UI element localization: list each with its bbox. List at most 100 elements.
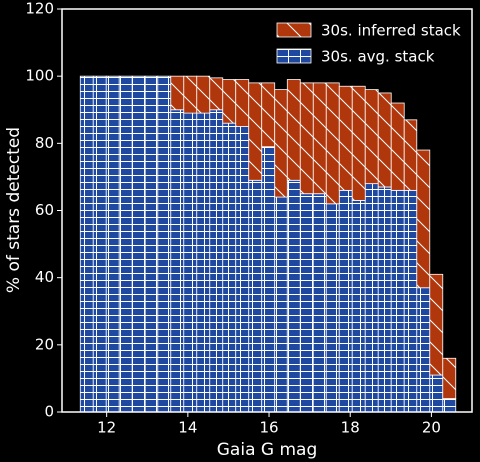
bar bbox=[338, 189, 353, 413]
bar-group bbox=[209, 77, 224, 111]
bar bbox=[222, 79, 237, 124]
bar-group bbox=[131, 75, 146, 413]
legend-label: 30s. avg. stack bbox=[321, 48, 435, 66]
bar bbox=[429, 273, 444, 376]
bar-group bbox=[196, 75, 211, 114]
bar bbox=[144, 75, 159, 413]
bar-group bbox=[351, 85, 366, 201]
bar-group bbox=[183, 75, 198, 114]
x-tick-label: 12 bbox=[97, 419, 116, 437]
bar bbox=[118, 75, 133, 413]
bar bbox=[390, 102, 405, 191]
bar-group bbox=[312, 82, 327, 195]
bar-group bbox=[92, 75, 107, 413]
bar-group bbox=[377, 186, 392, 413]
bar bbox=[235, 126, 250, 413]
y-tick-label: 0 bbox=[44, 403, 54, 421]
bar-group bbox=[390, 102, 405, 191]
bar bbox=[248, 179, 263, 413]
bar-group bbox=[364, 89, 379, 185]
bar bbox=[351, 200, 366, 413]
bar bbox=[274, 196, 288, 413]
bar bbox=[196, 75, 211, 114]
bar bbox=[403, 119, 418, 191]
bar-group bbox=[429, 374, 444, 413]
bar bbox=[261, 146, 276, 413]
y-tick-label: 60 bbox=[35, 201, 54, 219]
x-tick-label: 20 bbox=[422, 419, 441, 437]
bar bbox=[170, 109, 185, 413]
bar-group bbox=[390, 189, 405, 413]
legend: 30s. inferred stack 30s. avg. stack bbox=[276, 22, 461, 66]
bar-group bbox=[312, 193, 327, 413]
legend-swatch-hatch bbox=[277, 23, 311, 37]
bar-group bbox=[338, 85, 353, 191]
bar bbox=[105, 75, 120, 413]
bar-group bbox=[377, 92, 392, 188]
bar-group bbox=[416, 287, 431, 413]
bar-group bbox=[299, 193, 314, 413]
bar bbox=[196, 112, 211, 413]
bar-group bbox=[416, 149, 431, 289]
legend-swatch-hatch bbox=[277, 49, 311, 63]
bar bbox=[312, 82, 327, 195]
bar-group bbox=[222, 79, 237, 124]
bar bbox=[364, 183, 379, 413]
bar bbox=[222, 122, 237, 413]
bar bbox=[325, 203, 340, 413]
bar-group bbox=[351, 200, 366, 413]
bar bbox=[416, 287, 431, 413]
bar bbox=[312, 193, 327, 413]
bar-group bbox=[286, 179, 301, 413]
bar-group bbox=[248, 82, 263, 181]
legend-label: 30s. inferred stack bbox=[321, 22, 461, 40]
bar bbox=[299, 82, 314, 195]
bar-group bbox=[274, 89, 288, 198]
bar-group bbox=[261, 82, 276, 148]
bar-group bbox=[338, 189, 353, 413]
bar-group bbox=[325, 203, 340, 413]
y-tick-label: 80 bbox=[35, 134, 54, 152]
y-axis-label: % of stars detected bbox=[4, 127, 24, 293]
bar bbox=[364, 89, 379, 185]
bar bbox=[416, 149, 431, 289]
bar bbox=[131, 75, 146, 413]
y-tick-label: 20 bbox=[35, 335, 54, 353]
bar bbox=[338, 85, 353, 191]
bar-group bbox=[157, 75, 172, 413]
bar bbox=[183, 112, 198, 413]
bar-group bbox=[196, 112, 211, 413]
bar bbox=[209, 109, 224, 413]
bar bbox=[274, 89, 288, 198]
bar-group bbox=[442, 357, 457, 399]
bar bbox=[377, 186, 392, 413]
x-tick-label: 14 bbox=[178, 419, 197, 437]
bar-group bbox=[429, 273, 444, 376]
bar bbox=[248, 82, 263, 181]
bar bbox=[377, 92, 392, 188]
bar bbox=[157, 75, 172, 413]
y-tick-label: 120 bbox=[25, 0, 54, 18]
bar-group bbox=[364, 183, 379, 413]
bar-group bbox=[118, 75, 133, 413]
bar bbox=[403, 189, 418, 413]
bar-group bbox=[170, 109, 185, 413]
bar bbox=[183, 75, 198, 114]
x-tick-label: 18 bbox=[341, 419, 360, 437]
bar-group bbox=[248, 179, 263, 413]
bar-group bbox=[274, 196, 288, 413]
bar-group bbox=[222, 122, 237, 413]
bar bbox=[209, 77, 224, 111]
bar-group bbox=[261, 146, 276, 413]
bar-group bbox=[403, 119, 418, 191]
bar bbox=[429, 374, 444, 413]
bar bbox=[390, 189, 405, 413]
bar bbox=[442, 398, 457, 413]
bar bbox=[325, 82, 340, 205]
x-axis-label: Gaia G mag bbox=[217, 440, 317, 460]
bar-group bbox=[325, 82, 340, 205]
bar bbox=[286, 179, 301, 413]
bar-group bbox=[183, 112, 198, 413]
bar-group bbox=[403, 189, 418, 413]
